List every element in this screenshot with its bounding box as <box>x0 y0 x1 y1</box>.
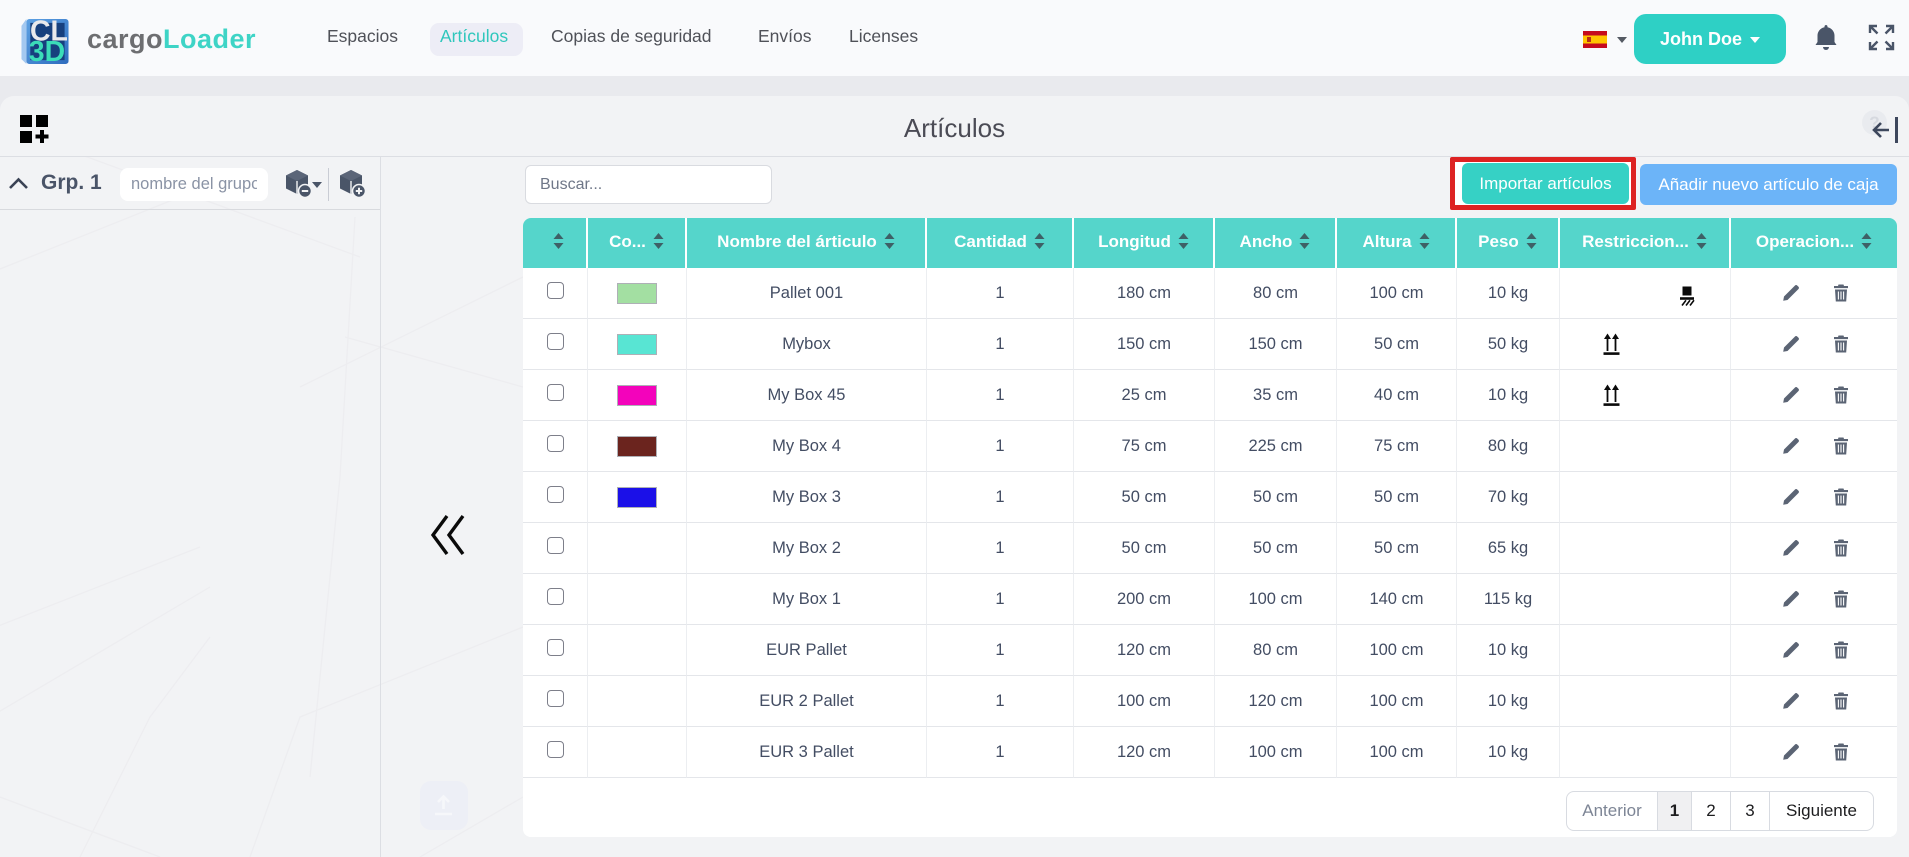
svg-text:3D: 3D <box>29 36 65 68</box>
svg-text:CL: CL <box>30 16 68 48</box>
